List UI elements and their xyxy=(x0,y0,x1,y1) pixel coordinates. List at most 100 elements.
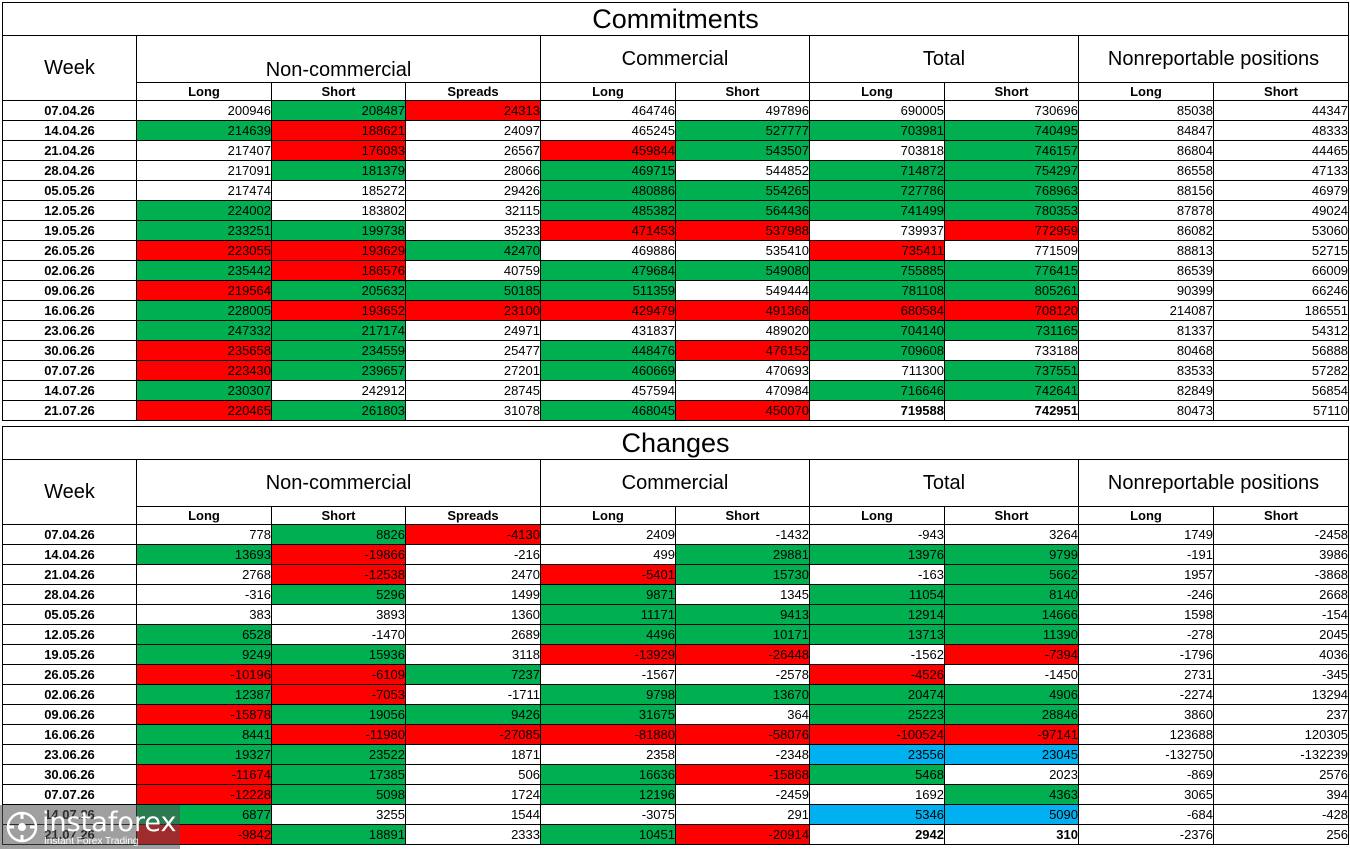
commercial-short-cell: -2459 xyxy=(675,784,810,805)
total-long-cell: 23556 xyxy=(809,744,945,765)
nonreportable-long-cell: 86804 xyxy=(1078,140,1214,161)
total-short-cell: 8140 xyxy=(944,584,1079,605)
commercial-long-cell: 480886 xyxy=(540,180,676,201)
table-row: 23.06.26 247332 217174 24971 431837 489020 704… xyxy=(2,320,1350,341)
commercial-long-cell: 511359 xyxy=(540,280,676,301)
total-short-cell: 805261 xyxy=(944,280,1079,301)
nonreportable-long-cell: 86082 xyxy=(1078,220,1214,241)
noncommercial-short-cell: 193652 xyxy=(271,300,406,321)
commercial-short-cell: 10171 xyxy=(675,624,810,645)
sub-header-short: Short xyxy=(944,506,1079,525)
table-row: 21.07.26-984218891233310451-209142942310… xyxy=(2,824,1350,845)
total-short-cell: 730696 xyxy=(944,100,1079,121)
week-cell: 12.05.26 xyxy=(2,200,137,221)
table-row: 12.05.26 224002 183802 32115 485382 564436 741… xyxy=(2,200,1350,221)
nonreportable-short-cell: 66009 xyxy=(1212,260,1350,281)
noncommercial-short-cell: -11980 xyxy=(271,724,406,745)
noncommercial-spreads-cell: 1544 xyxy=(405,804,541,825)
total-long-cell: 781108 xyxy=(809,280,945,301)
nonreportable-short-cell: 3986 xyxy=(1212,544,1350,565)
noncommercial-spreads-cell: 7237 xyxy=(405,664,541,685)
noncommercial-short-cell: 239657 xyxy=(271,360,406,381)
total-long-cell: 11054 xyxy=(809,584,945,605)
nonreportable-long-cell: 83533 xyxy=(1078,360,1214,381)
total-long-cell: 13713 xyxy=(809,624,945,645)
sub-header-short: Short xyxy=(675,82,810,101)
noncommercial-long-cell: 2768 xyxy=(136,564,272,585)
noncommercial-short-cell: 17385 xyxy=(271,764,406,785)
nonreportable-short-cell: 54312 xyxy=(1212,320,1350,341)
total-short-cell: 731165 xyxy=(944,320,1079,341)
noncommercial-long-cell: 8441 xyxy=(136,724,272,745)
nonreportable-short-cell: -2458 xyxy=(1212,524,1350,545)
week-cell: 07.04.26 xyxy=(2,524,137,545)
commercial-long-cell: 469715 xyxy=(540,160,676,181)
commercial-short-cell: 549444 xyxy=(675,280,810,301)
nonreportable-long-cell: 82849 xyxy=(1078,380,1214,401)
noncommercial-long-cell: 217091 xyxy=(136,160,272,181)
noncommercial-short-cell: 193629 xyxy=(271,240,406,261)
week-cell: 21.04.26 xyxy=(2,140,137,161)
noncommercial-long-cell: 778 xyxy=(136,524,272,545)
sub-header-long: Long xyxy=(136,506,272,525)
sub-header-short: Short xyxy=(1212,506,1350,525)
nonreportable-short-cell: 394 xyxy=(1212,784,1350,805)
noncommercial-short-cell: 181379 xyxy=(271,160,406,181)
commercial-short-cell: 470984 xyxy=(675,380,810,401)
week-cell: 09.06.26 xyxy=(2,704,137,725)
noncommercial-short-cell: 217174 xyxy=(271,320,406,341)
noncommercial-long-cell: 219564 xyxy=(136,280,272,301)
total-short-cell: 737551 xyxy=(944,360,1079,381)
nonreportable-long-cell: 84847 xyxy=(1078,120,1214,141)
sub-header-long: Long xyxy=(540,82,676,101)
noncommercial-long-cell: 224002 xyxy=(136,200,272,221)
noncommercial-spreads-cell: 3118 xyxy=(405,644,541,665)
table-row: 21.04.26 2768 -12538 2470 -5401 15730 -163 5662… xyxy=(2,564,1350,585)
noncommercial-long-cell: 12387 xyxy=(136,684,272,705)
total-long-cell: -1562 xyxy=(809,644,945,665)
noncommercial-spreads-cell: 1499 xyxy=(405,584,541,605)
noncommercial-short-cell: 185272 xyxy=(271,180,406,201)
table-row: 05.05.26 217474 185272 29426 480886 554265 727… xyxy=(2,180,1350,201)
week-cell: 28.04.26 xyxy=(2,584,137,605)
nonreportable-long-cell: 1749 xyxy=(1078,524,1214,545)
noncommercial-spreads-cell: 27201 xyxy=(405,360,541,381)
week-cell: 07.07.26 xyxy=(2,784,137,805)
table-row: 30.06.26 -11674 17385 506 16636 -15868 5468 202… xyxy=(2,764,1350,785)
commercial-short-cell: 543507 xyxy=(675,140,810,161)
total-short-cell: 776415 xyxy=(944,260,1079,281)
week-cell: 19.05.26 xyxy=(2,220,137,241)
noncommercial-short-cell: 208487 xyxy=(271,100,406,121)
noncommercial-spreads-cell: 28745 xyxy=(405,380,541,401)
noncommercial-short-cell: 3893 xyxy=(271,604,406,625)
noncommercial-short-cell: 242912 xyxy=(271,380,406,401)
nonreportable-long-cell: -246 xyxy=(1078,584,1214,605)
table-row: 14.04.26 13693 -19866 -216 499 29881 13976 9799… xyxy=(2,544,1350,565)
commitments-section: Commitments Week Non-commercial Commerci… xyxy=(1,2,1350,421)
week-cell: 16.06.26 xyxy=(2,300,137,321)
changes-table: Changes Week Non-commercial Commercial T… xyxy=(1,426,1350,845)
nonreportable-short-cell: 66246 xyxy=(1212,280,1350,301)
nonreportable-short-cell: 53060 xyxy=(1212,220,1350,241)
total-short-cell: 771509 xyxy=(944,240,1079,261)
commercial-short-cell: 564436 xyxy=(675,200,810,221)
commercial-long-cell: 499 xyxy=(540,544,676,565)
noncommercial-short-cell: 23522 xyxy=(271,744,406,765)
total-long-cell: -163 xyxy=(809,564,945,585)
noncommercial-short-cell: 5098 xyxy=(271,784,406,805)
table-row: 28.04.26 217091 181379 28066 469715 544852 714… xyxy=(2,160,1350,181)
commercial-long-cell: 2409 xyxy=(540,524,676,545)
total-short-cell: 3264 xyxy=(944,524,1079,545)
noncommercial-short-cell: 188621 xyxy=(271,120,406,141)
commercial-long-cell: 448476 xyxy=(540,340,676,361)
week-cell: 19.05.26 xyxy=(2,644,137,665)
noncommercial-long-cell: 200946 xyxy=(136,100,272,121)
nonreportable-long-cell: -132750 xyxy=(1078,744,1214,765)
total-short-cell: 733188 xyxy=(944,340,1079,361)
total-short-cell: 754297 xyxy=(944,160,1079,181)
total-short-cell: 5090 xyxy=(944,804,1079,825)
commercial-long-cell: 16636 xyxy=(540,764,676,785)
noncommercial-spreads-cell: -216 xyxy=(405,544,541,565)
commercial-long-cell: 431837 xyxy=(540,320,676,341)
table-row: 21.07.26 220465 261803 31078 468045 450070 719… xyxy=(2,400,1350,421)
